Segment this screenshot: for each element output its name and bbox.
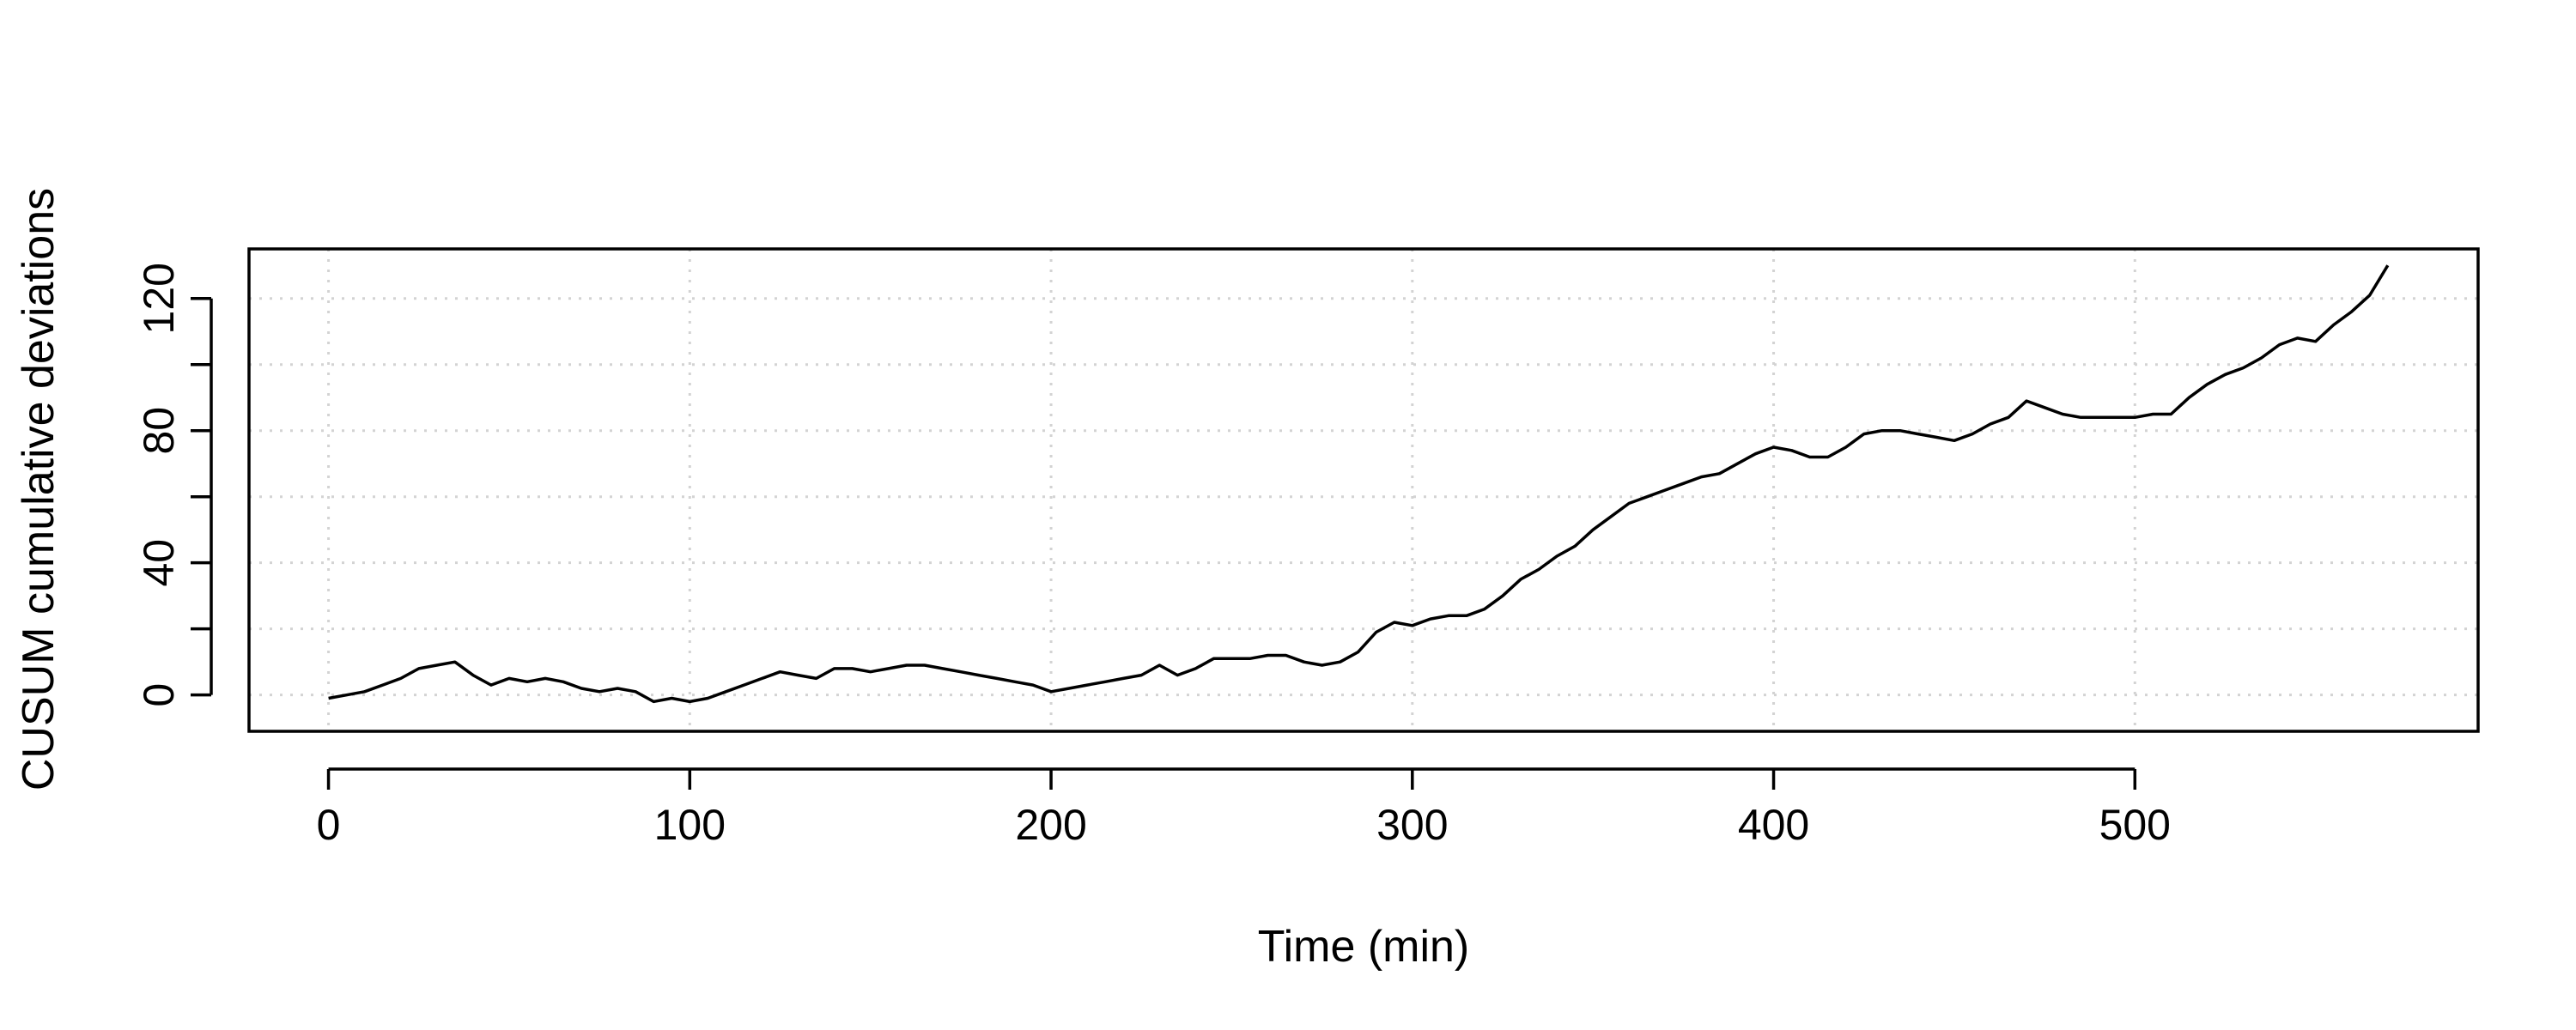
x-tick-label: 100 <box>654 801 726 849</box>
x-tick-label: 300 <box>1376 801 1448 849</box>
x-tick-label: 0 <box>317 801 341 849</box>
y-axis: 0 40 80 120 <box>135 263 213 707</box>
plot-frame <box>247 247 2480 733</box>
x-axis: 0 100 200 300 400 500 <box>317 767 2171 849</box>
y-axis-title: CUSUM cumulative deviations <box>14 188 64 791</box>
grid <box>249 249 2478 731</box>
y-tick-label: 0 <box>135 683 183 707</box>
y-tick-label: 40 <box>135 539 183 587</box>
x-tick-label: 200 <box>1015 801 1086 849</box>
series-layer <box>328 264 2390 704</box>
x-tick-label: 500 <box>2099 801 2171 849</box>
series-line <box>328 264 2390 704</box>
x-axis-title: Time (min) <box>1258 922 1470 972</box>
y-tick-label: 80 <box>135 407 183 455</box>
y-tick-label: 120 <box>135 263 183 334</box>
x-tick-label: 400 <box>1738 801 1809 849</box>
